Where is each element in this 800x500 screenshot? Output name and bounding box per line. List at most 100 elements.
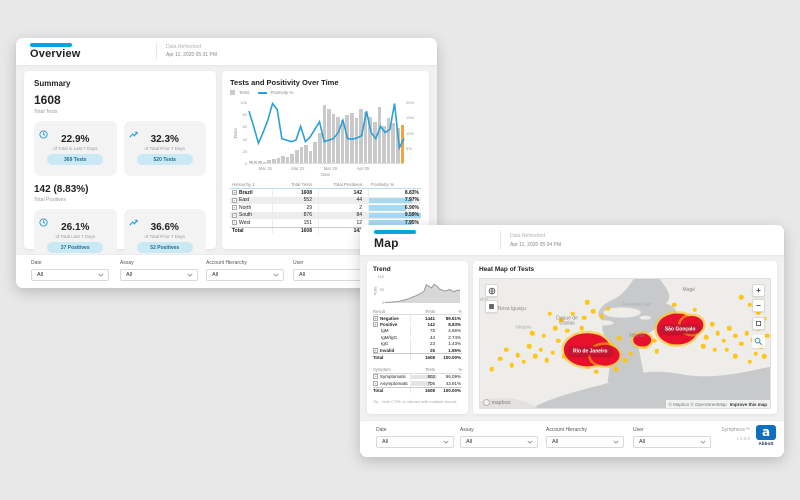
tests-bar[interactable] bbox=[340, 120, 345, 163]
test-location-dot[interactable] bbox=[503, 347, 509, 353]
expand-icon[interactable]: + bbox=[232, 190, 237, 196]
kpi-tile-prior7-tests[interactable]: 32.3% of Total Prior 7 Days 520 Tests bbox=[123, 121, 206, 176]
user-filter[interactable]: All bbox=[293, 269, 371, 281]
test-location-dot[interactable] bbox=[727, 325, 732, 331]
test-location-dot[interactable] bbox=[515, 352, 520, 358]
test-location-dot[interactable] bbox=[544, 358, 549, 363]
date-filter[interactable]: All bbox=[376, 436, 454, 448]
assay-filter[interactable]: All bbox=[460, 436, 538, 448]
test-location-dot[interactable] bbox=[529, 330, 535, 336]
table-row[interactable]: + West 151 12 7.95% bbox=[230, 219, 421, 227]
test-location-dot[interactable] bbox=[564, 328, 570, 333]
table-row[interactable]: Total 1608 100.00% bbox=[373, 353, 462, 360]
col-total-positives[interactable]: Total Positives bbox=[333, 182, 362, 187]
test-location-dot[interactable] bbox=[558, 318, 564, 323]
date-filter[interactable]: All bbox=[31, 269, 109, 281]
test-location-dot[interactable] bbox=[579, 325, 584, 331]
assay-filter[interactable]: All bbox=[120, 269, 198, 281]
tests-bar[interactable] bbox=[391, 122, 395, 163]
expand-icon[interactable]: + bbox=[232, 220, 237, 226]
table-row[interactable]: + Negative 1441 89.61% bbox=[373, 315, 462, 322]
tests-bar[interactable] bbox=[249, 160, 253, 163]
tests-bar[interactable] bbox=[304, 144, 308, 163]
table-row[interactable]: + Invalid 25 1.55% bbox=[373, 346, 462, 354]
expand-icon[interactable]: + bbox=[373, 374, 378, 380]
tests-bar[interactable] bbox=[267, 159, 271, 163]
hotspot-label[interactable]: São Gonçalo bbox=[659, 324, 701, 334]
test-location-dot[interactable] bbox=[614, 367, 619, 372]
tests-bar[interactable] bbox=[317, 132, 322, 163]
expand-icon[interactable]: + bbox=[232, 197, 237, 203]
test-location-dot[interactable] bbox=[701, 343, 706, 349]
col-result[interactable]: Result bbox=[373, 308, 385, 314]
tests-bar[interactable] bbox=[373, 121, 377, 163]
table-row[interactable]: + North 29 2 6.90% bbox=[230, 204, 421, 212]
test-location-dot[interactable] bbox=[738, 294, 744, 300]
test-location-dot[interactable] bbox=[599, 314, 605, 319]
test-location-dot[interactable] bbox=[628, 351, 634, 357]
test-location-dot[interactable] bbox=[570, 311, 576, 317]
hotspot-label[interactable]: Rio de Janeiro bbox=[567, 346, 613, 356]
tests-bar[interactable] bbox=[368, 116, 373, 163]
table-row[interactable]: + Positive 142 8.83% bbox=[373, 321, 462, 328]
test-location-dot[interactable] bbox=[553, 325, 558, 331]
tests-bar[interactable] bbox=[281, 155, 285, 163]
mapbox-logo[interactable]: mapbox bbox=[483, 399, 511, 406]
tests-bar[interactable] bbox=[382, 126, 386, 163]
tests-bar[interactable] bbox=[290, 153, 294, 163]
reset-view-button[interactable] bbox=[752, 317, 765, 330]
tests-bar[interactable] bbox=[354, 117, 359, 163]
test-location-dot[interactable] bbox=[724, 347, 729, 353]
tests-bar[interactable] bbox=[377, 106, 382, 163]
tests-bar[interactable] bbox=[313, 142, 317, 163]
expand-icon[interactable]: + bbox=[232, 205, 237, 211]
tests-bar[interactable] bbox=[253, 161, 258, 163]
zoom-in-button[interactable]: + bbox=[752, 284, 765, 297]
test-location-dot[interactable] bbox=[521, 359, 526, 364]
test-location-dot[interactable] bbox=[608, 341, 613, 346]
tests-bar[interactable] bbox=[327, 109, 331, 163]
tests-bar[interactable] bbox=[396, 127, 400, 163]
test-location-dot[interactable] bbox=[550, 350, 555, 355]
expand-icon[interactable]: + bbox=[373, 380, 378, 386]
test-location-dot[interactable] bbox=[732, 354, 738, 359]
improve-map-link[interactable]: Improve this map bbox=[729, 401, 767, 407]
account-hierarchy-filter[interactable]: All bbox=[206, 269, 284, 281]
test-location-dot[interactable] bbox=[561, 354, 567, 359]
table-row[interactable]: + South 876 84 9.59% bbox=[230, 211, 421, 219]
test-location-dot[interactable] bbox=[715, 330, 721, 336]
user-filter[interactable]: All bbox=[633, 436, 711, 448]
zoom-out-button[interactable]: − bbox=[752, 299, 765, 312]
test-location-dot[interactable] bbox=[532, 354, 538, 359]
col-positivity[interactable]: Positivity % bbox=[371, 182, 395, 187]
test-location-dot[interactable] bbox=[616, 336, 622, 341]
tests-bar[interactable] bbox=[386, 117, 391, 163]
test-location-dot[interactable] bbox=[605, 306, 610, 311]
expand-icon[interactable]: + bbox=[373, 347, 378, 353]
test-location-dot[interactable] bbox=[547, 311, 552, 317]
test-location-dot[interactable] bbox=[709, 321, 715, 327]
test-location-dot[interactable] bbox=[747, 302, 752, 308]
map-layers-button[interactable] bbox=[485, 300, 498, 313]
tests-bar[interactable] bbox=[400, 125, 405, 163]
tests-bar[interactable] bbox=[350, 112, 354, 163]
expand-icon[interactable]: + bbox=[373, 322, 378, 328]
test-location-dot[interactable] bbox=[761, 354, 767, 359]
map-canvas[interactable]: Magé Nova Iguaçu Duque de Caxias Niterói Que… bbox=[479, 278, 771, 409]
col-pct[interactable]: % bbox=[458, 308, 462, 314]
tests-bar[interactable] bbox=[308, 150, 313, 163]
test-location-dot[interactable] bbox=[732, 333, 738, 338]
tests-bar[interactable] bbox=[285, 156, 290, 163]
test-location-dot[interactable] bbox=[712, 347, 718, 353]
kpi-tile-last7-tests[interactable]: 22.9% of Total in Last 7 Days 369 Tests bbox=[34, 121, 117, 176]
tests-bar[interactable] bbox=[294, 149, 299, 163]
expand-icon[interactable]: + bbox=[373, 315, 378, 321]
test-location-dot[interactable] bbox=[585, 299, 590, 305]
tests-bar[interactable] bbox=[363, 111, 368, 163]
test-location-dot[interactable] bbox=[556, 338, 561, 344]
test-location-dot[interactable] bbox=[753, 351, 758, 357]
table-row[interactable]: IgM/IgG 44 2.74% bbox=[373, 334, 462, 341]
tests-bar[interactable] bbox=[262, 161, 267, 163]
test-location-dot[interactable] bbox=[593, 369, 599, 375]
table-row[interactable]: IgM 75 4.66% bbox=[373, 327, 462, 335]
